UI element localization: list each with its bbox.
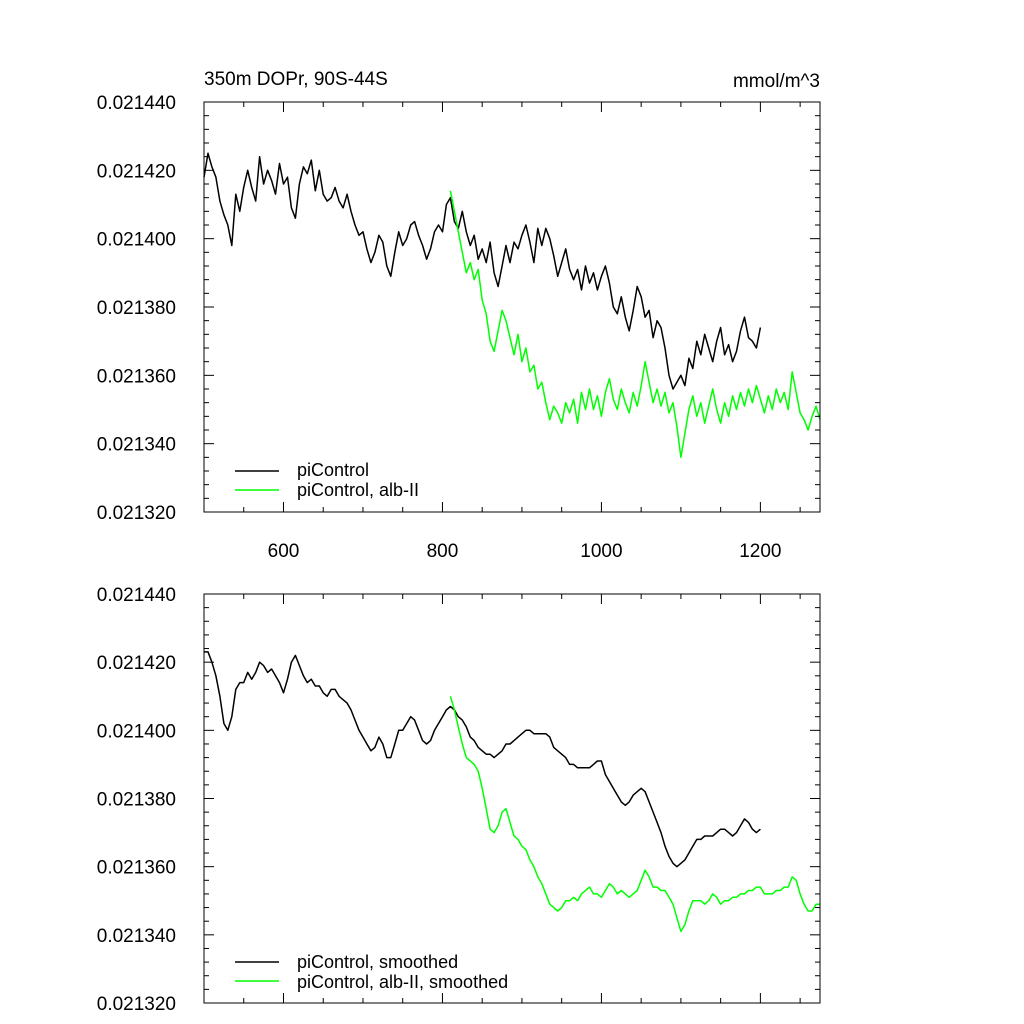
y-tick-label: 0.021320 (97, 503, 176, 524)
series-line-1 (449, 696, 820, 933)
x-tick-label: 600 (268, 541, 300, 562)
y-tick-label: 0.021420 (97, 161, 176, 182)
y-tick-label: 0.021380 (97, 790, 176, 811)
legend-label-piControl-smoothed: piControl, smoothed (297, 952, 458, 972)
x-tick-label: 1000 (580, 541, 622, 562)
y-tick-label: 0.021440 (97, 585, 176, 606)
panel-title-left: 350m DOPr, 90S-44S (204, 69, 388, 90)
series-group (204, 651, 820, 933)
axes-group: 0.021320 0.021340 0.021360 0.021380 0.021400… (97, 93, 821, 562)
y-tick-label: 0.021400 (97, 230, 176, 251)
x-tick-label: 1200 (739, 541, 781, 562)
y-tick-label: 0.021340 (97, 435, 176, 456)
series-group (203, 152, 821, 459)
y-tick-label: 0.021440 (97, 93, 176, 114)
axes-group: 0.021320 0.021340 0.021360 0.021380 0.021400… (97, 585, 821, 1015)
legend-label-piControl: piControl (297, 460, 369, 480)
y-tick-label: 0.021320 (97, 994, 176, 1015)
y-tick-label: 0.021360 (97, 858, 176, 879)
bottom-panel: 0.021320 0.021340 0.021360 0.021380 0.021400… (97, 585, 821, 1015)
legend: piControl piControl, alb-II (235, 460, 419, 500)
y-tick-label: 0.021380 (97, 298, 176, 319)
legend: piControl, smoothed piControl, alb-II, s… (235, 952, 508, 992)
series-line-0 (204, 651, 761, 868)
y-tick-label: 0.021400 (97, 721, 176, 742)
y-tick-label: 0.021420 (97, 653, 176, 674)
series-line-1 (449, 190, 821, 459)
legend-label-alb-II: piControl, alb-II (297, 480, 419, 500)
y-tick-label: 0.021340 (97, 926, 176, 947)
panel-title-right: mmol/m^3 (733, 71, 820, 92)
x-tick-label: 800 (427, 541, 459, 562)
legend-label-alb-II-smoothed: piControl, alb-II, smoothed (297, 972, 508, 992)
y-tick-label: 0.021360 (97, 366, 176, 387)
series-line-0 (203, 152, 762, 390)
top-panel: 350m DOPr, 90S-44S mmol/m^3 0.0213200.02… (97, 69, 821, 562)
